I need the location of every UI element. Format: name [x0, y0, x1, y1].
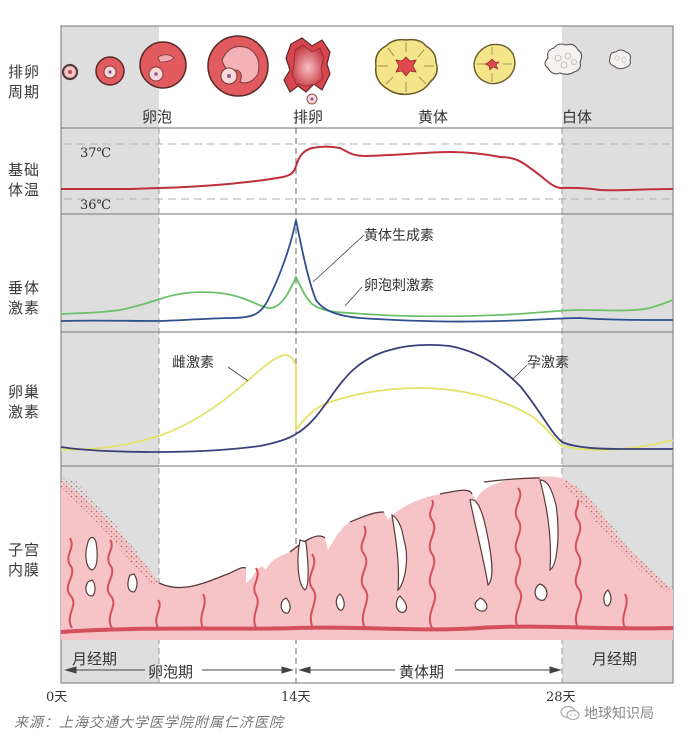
fsh-curve — [60, 274, 674, 318]
watermark: 地球知识局 — [560, 703, 654, 723]
watermark-text: 地球知识局 — [584, 706, 654, 722]
temperature-guides — [64, 143, 673, 200]
stage-label-ovulation: 排卵 — [293, 108, 324, 126]
temperature-label-36: 36℃ — [80, 198, 112, 213]
row-label-ovarian-cycle: 排卵 周期 — [8, 63, 41, 101]
follicular-phase-arrow — [64, 666, 294, 674]
curve-label-progesterone: 孕激素 — [527, 355, 569, 371]
antral-follicle-icon — [207, 35, 269, 97]
source-credit: 来源：上海交通大学医学院附属仁济医院 — [14, 715, 284, 731]
curve-label-estrogen: 雌激素 — [172, 355, 214, 371]
lh-curve — [60, 219, 674, 323]
row-label-basal-temperature: 基础 体温 — [8, 161, 41, 199]
endometrium-illustration — [60, 476, 674, 640]
primordial-follicle-icon — [61, 63, 79, 81]
corpus-luteum-large-icon — [374, 38, 438, 96]
fsh-pointer-line — [344, 286, 363, 307]
day-label-28: 28天 — [546, 690, 576, 705]
basal-artery — [60, 624, 674, 634]
primary-follicle-icon — [95, 56, 125, 86]
spiral-arteries — [66, 487, 628, 629]
endometrium-surface-outline — [158, 477, 541, 589]
row-separators — [61, 127, 673, 467]
estrogen-curve — [60, 354, 674, 451]
estrogen-pointer-line — [227, 366, 249, 382]
progesterone-curve — [60, 343, 673, 453]
corpus-albicans-small-icon — [609, 49, 631, 70]
temperature-label-37: 37℃ — [80, 146, 112, 161]
row-label-pituitary-hormones: 垂体 激素 — [8, 279, 41, 317]
phase-label-menstrual-start: 月经期 — [72, 650, 118, 668]
chart-frame — [60, 25, 674, 684]
progesterone-pointer-line — [511, 364, 528, 381]
phase-label-menstrual-end: 月经期 — [592, 650, 638, 668]
shedding-layer-right — [560, 478, 673, 592]
row-label-ovarian-hormones: 卵巢 激素 — [8, 383, 41, 421]
ruptured-follicle-icon — [283, 37, 331, 105]
phase-label-luteal: 黄体期 — [399, 663, 445, 681]
basal-temperature-curve — [61, 145, 674, 192]
wechat-icon — [560, 705, 580, 721]
stage-label-corpus-albicans: 白体 — [562, 108, 593, 126]
lh-pointer-line — [312, 234, 365, 283]
shedding-layer-left — [61, 478, 159, 585]
stage-label-corpus-luteum: 黄体 — [418, 108, 449, 126]
endometrial-glands — [85, 479, 612, 614]
day-label-14: 14天 — [281, 690, 311, 705]
corpus-luteum-small-icon — [473, 43, 516, 85]
stage-label-follicle: 卵泡 — [142, 108, 173, 126]
phase-label-follicular: 卵泡期 — [148, 663, 194, 681]
corpus-albicans-large-icon — [544, 43, 583, 75]
day-label-0: 0天 — [46, 690, 68, 705]
row-label-endometrium: 子宫 内膜 — [8, 541, 41, 579]
secondary-follicle-icon — [139, 41, 187, 89]
curve-label-fsh: 卵泡刺激素 — [364, 278, 434, 294]
ovary-stage-illustrations — [61, 35, 631, 105]
curve-label-lh: 黄体生成素 — [364, 228, 434, 244]
luteal-phase-arrow — [298, 666, 562, 674]
